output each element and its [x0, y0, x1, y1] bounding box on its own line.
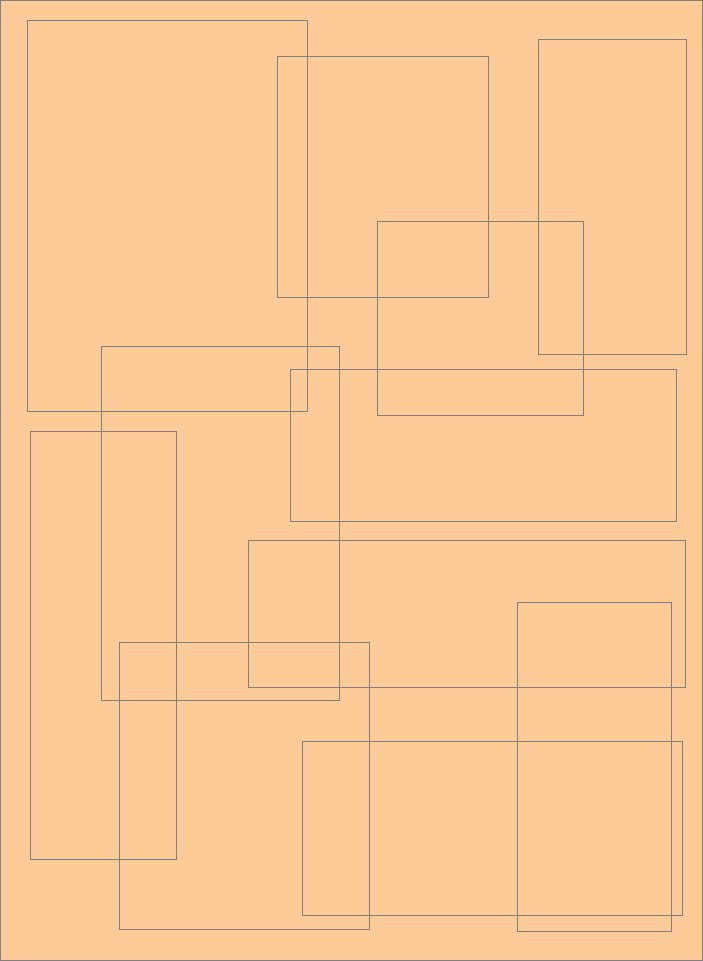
outline-rectangle-11 [302, 741, 683, 916]
outline-rectangle-2 [277, 56, 489, 298]
outline-rectangle-3 [538, 39, 687, 355]
outline-rectangle-8 [248, 540, 686, 688]
outline-rectangle-4 [377, 221, 584, 416]
outline-rectangle-7 [30, 431, 177, 860]
outline-rectangle-6 [290, 369, 677, 522]
outline-rectangle-9 [517, 602, 672, 932]
outline-rectangle-1 [27, 20, 308, 412]
outline-rectangle-5 [101, 346, 340, 701]
outline-rectangle-10 [119, 642, 370, 930]
